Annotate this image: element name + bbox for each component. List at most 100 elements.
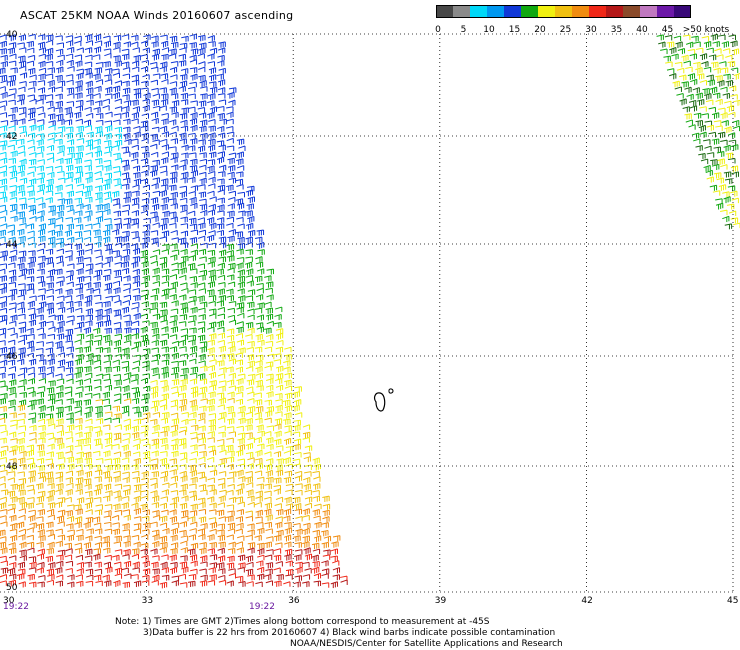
wind-barb [227, 450, 235, 457]
wind-barb [124, 138, 132, 145]
wind-barb [28, 313, 37, 320]
wind-barb [255, 360, 263, 367]
wind-barb [17, 431, 26, 438]
wind-barb [74, 54, 83, 60]
wind-barb [216, 73, 224, 80]
wind-barb [143, 464, 151, 470]
wind-barb [105, 444, 113, 450]
wind-barb [93, 522, 102, 529]
wind-barb [312, 560, 320, 568]
wind-barb [283, 366, 291, 373]
wind-barb [159, 547, 167, 554]
wind-barb [656, 34, 664, 41]
wind-barb [65, 319, 74, 326]
wind-barb [7, 508, 15, 514]
wind-barb [142, 320, 150, 326]
wind-barb [122, 94, 130, 101]
chart-title: ASCAT 25KM NOAA Winds 20160607 ascending [20, 9, 294, 22]
wind-barb [161, 118, 169, 125]
wind-barb [198, 191, 207, 198]
wind-barb [35, 347, 44, 354]
wind-barb [16, 573, 25, 580]
wind-barb [123, 340, 132, 346]
wind-barb [672, 80, 680, 88]
wind-barb [200, 209, 208, 217]
wind-barb [103, 378, 112, 385]
wind-barb [257, 430, 265, 437]
wind-barb [19, 131, 27, 137]
wind-barb [56, 66, 64, 74]
wind-barb [302, 424, 311, 430]
wind-barb [8, 307, 17, 313]
wind-barb [725, 80, 734, 87]
wind-barb [38, 476, 47, 483]
wind-barb [216, 229, 224, 236]
wind-barb [198, 360, 206, 366]
wind-barb [198, 456, 206, 463]
wind-barb [171, 262, 179, 268]
wind-barb [151, 182, 159, 190]
wind-barb [27, 197, 36, 204]
wind-barb [237, 411, 245, 418]
wind-barb [321, 573, 329, 579]
wind-barb [208, 567, 216, 574]
wind-barb [37, 228, 46, 236]
wind-barb [217, 360, 225, 367]
wind-barb [207, 347, 215, 354]
wind-barb [123, 398, 132, 404]
wind-barb [181, 495, 189, 502]
wind-barb [708, 131, 716, 138]
wind-barb [123, 560, 132, 568]
wind-barb [180, 92, 189, 100]
wind-barb [293, 535, 301, 542]
wind-barb [150, 521, 158, 528]
wind-barb [17, 190, 26, 197]
wind-barb [710, 159, 718, 166]
wind-barb [56, 210, 64, 218]
wind-barb [75, 99, 84, 106]
wind-barb [132, 391, 141, 399]
wind-barb [18, 235, 26, 243]
wind-barb [236, 306, 244, 313]
wind-barb [131, 261, 139, 269]
wind-barb [0, 196, 8, 203]
wind-barb [133, 580, 142, 588]
wind-barb [84, 106, 92, 113]
wind-barb [265, 307, 273, 314]
wind-barb [159, 314, 167, 321]
wind-barb [189, 521, 198, 528]
wind-barb [180, 159, 188, 166]
wind-barb [131, 366, 140, 372]
wind-barb [199, 80, 207, 87]
wind-barb [113, 386, 122, 392]
wind-barb [171, 438, 179, 445]
wind-barb [302, 527, 310, 535]
wind-barb [207, 398, 215, 406]
wind-barb [226, 477, 235, 483]
wind-barb [94, 170, 102, 177]
wind-barb [7, 471, 16, 477]
wind-barb [36, 119, 45, 125]
wind-barb [124, 320, 132, 327]
wind-barb [188, 255, 196, 262]
wind-barb [26, 444, 35, 451]
wind-barb [112, 417, 120, 424]
wind-barb [17, 42, 25, 48]
wind-barb [255, 406, 264, 413]
wind-barb [161, 359, 170, 366]
wind-barb [170, 489, 179, 496]
wind-barb [190, 243, 198, 249]
wind-barb [149, 61, 158, 68]
wind-barb [27, 236, 35, 242]
wind-barb [45, 100, 54, 107]
wind-barb [273, 488, 281, 495]
wind-barb [159, 535, 168, 543]
wind-barb [65, 373, 74, 379]
wind-barb [27, 111, 36, 119]
wind-barb [65, 217, 73, 223]
wind-barb [0, 40, 7, 48]
wind-barb [198, 501, 206, 509]
wind-barb [46, 495, 54, 503]
wind-barb [27, 462, 36, 470]
wind-barb [283, 450, 291, 456]
